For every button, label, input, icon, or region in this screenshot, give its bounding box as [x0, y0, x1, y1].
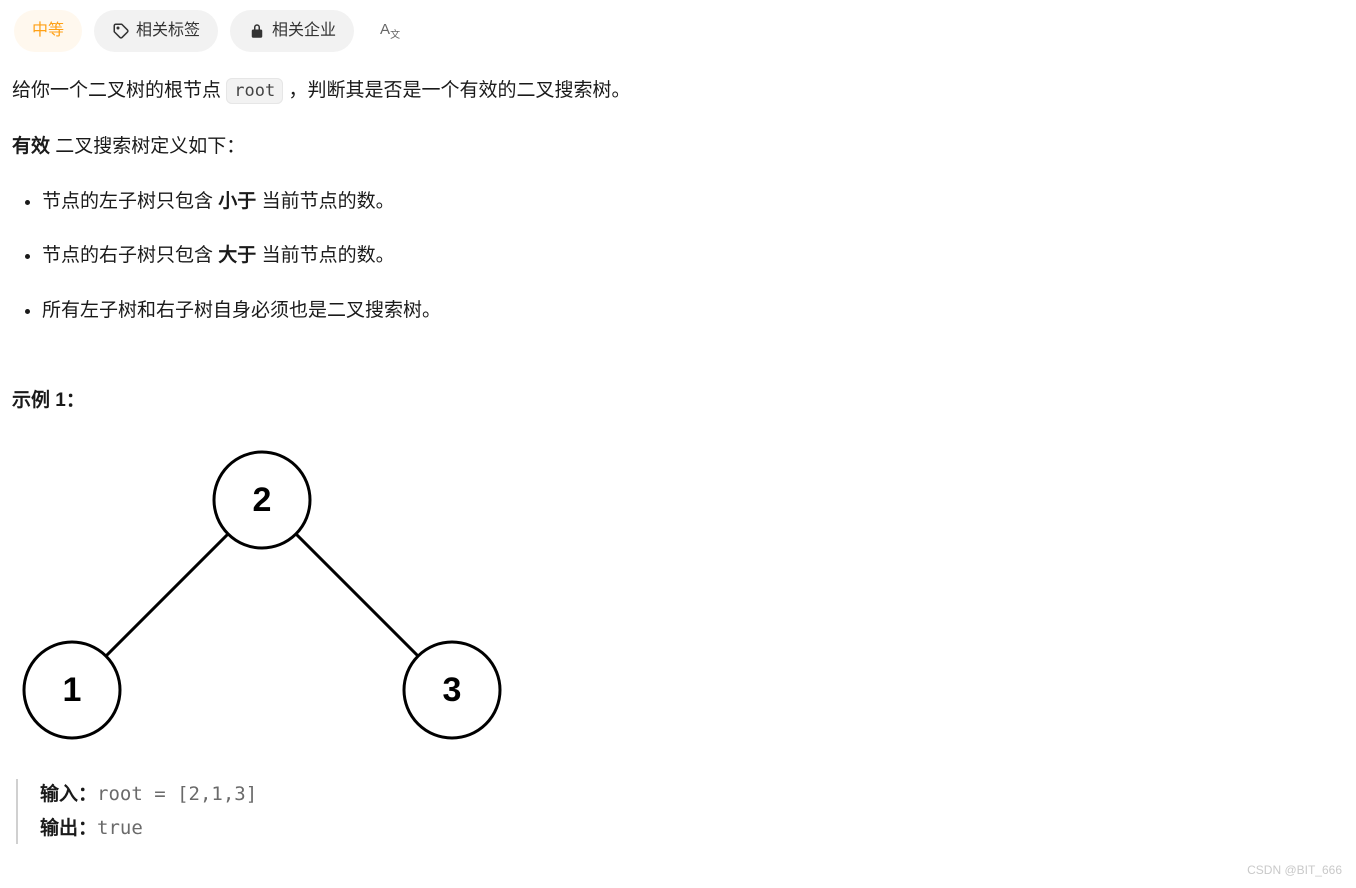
- rule-3-text: 所有左子树和右子树自身必须也是二叉搜索树。: [42, 300, 441, 321]
- difficulty-tag[interactable]: 中等: [14, 10, 82, 52]
- statement-before: 给你一个二叉树的根节点: [12, 80, 226, 101]
- related-tags-label: 相关标签: [136, 18, 200, 44]
- tree-svg: 2 1 3: [12, 440, 512, 750]
- definition-emph: 有效: [12, 136, 50, 157]
- translate-icon: A文: [380, 18, 400, 44]
- example-input-line: 输入：root = [2,1,3]: [40, 779, 1346, 810]
- tree-node-label: 2: [253, 481, 272, 519]
- output-label: 输出：: [40, 818, 97, 839]
- rule-2-pre: 节点的右子树只包含: [42, 245, 218, 266]
- example-output-line: 输出：true: [40, 813, 1346, 844]
- tree-node-label: 3: [443, 671, 462, 709]
- watermark: CSDN @BIT_666: [1247, 861, 1342, 880]
- rule-1-pre: 节点的左子树只包含: [42, 191, 218, 212]
- related-companies-label: 相关企业: [272, 18, 336, 44]
- problem-statement: 给你一个二叉树的根节点 root ，判断其是否是一个有效的二叉搜索树。: [12, 76, 1346, 106]
- tree-edge: [106, 534, 228, 656]
- root-code: root: [226, 78, 283, 104]
- rule-1-emph: 小于: [218, 191, 256, 212]
- tag-icon: [112, 22, 130, 40]
- related-tags-button[interactable]: 相关标签: [94, 10, 218, 52]
- tree-edge: [296, 534, 418, 656]
- rule-3: 所有左子树和右子树自身必须也是二叉搜索树。: [42, 296, 1346, 326]
- definition-intro: 有效 二叉搜索树定义如下：: [12, 132, 1346, 162]
- output-value: true: [97, 817, 143, 839]
- rule-2: 节点的右子树只包含 大于 当前节点的数。: [42, 241, 1346, 271]
- rule-1-post: 当前节点的数。: [256, 191, 394, 212]
- definition-rest: 二叉搜索树定义如下：: [50, 136, 245, 157]
- statement-after: ，判断其是否是一个有效的二叉搜索树。: [283, 80, 630, 101]
- translate-button[interactable]: A文: [366, 10, 414, 52]
- rule-2-post: 当前节点的数。: [256, 245, 394, 266]
- example-heading: 示例 1：: [12, 386, 1346, 416]
- input-label: 输入：: [40, 784, 97, 805]
- rules-list: 节点的左子树只包含 小于 当前节点的数。 节点的右子树只包含 大于 当前节点的数…: [12, 187, 1346, 326]
- problem-content: 给你一个二叉树的根节点 root ，判断其是否是一个有效的二叉搜索树。 有效 二…: [10, 76, 1346, 844]
- related-companies-button[interactable]: 相关企业: [230, 10, 354, 52]
- input-value: root = [2,1,3]: [97, 783, 257, 805]
- example-block: 输入：root = [2,1,3] 输出：true: [16, 779, 1346, 844]
- tree-node-label: 1: [63, 671, 82, 709]
- lock-icon: [248, 22, 266, 40]
- rule-2-emph: 大于: [218, 245, 256, 266]
- tags-row: 中等 相关标签 相关企业 A文: [10, 10, 1346, 52]
- tree-diagram: 2 1 3: [12, 440, 1346, 759]
- rule-1: 节点的左子树只包含 小于 当前节点的数。: [42, 187, 1346, 217]
